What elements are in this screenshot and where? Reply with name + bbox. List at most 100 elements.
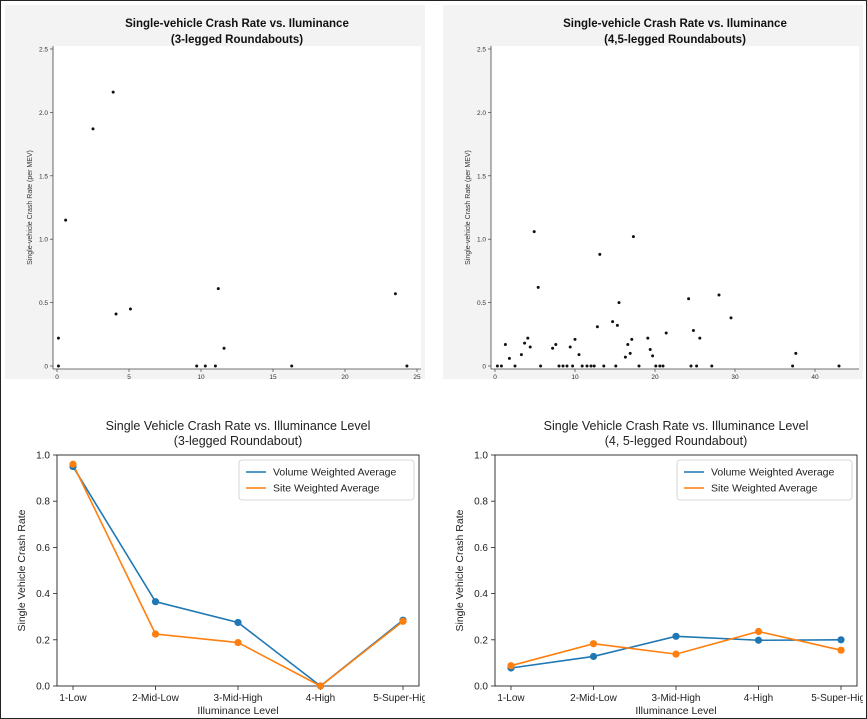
scatter-point bbox=[568, 345, 572, 349]
chart-subtitle: (4,5-legged Roundabouts) bbox=[604, 34, 746, 46]
y-tick-label: 1.5 bbox=[39, 173, 48, 180]
y-tick-label: 1.0 bbox=[474, 451, 488, 462]
series-marker bbox=[316, 682, 325, 690]
legend-box bbox=[676, 459, 853, 501]
y-axis-label: Single Vehicle Crash Rate bbox=[16, 509, 28, 631]
scatter-point bbox=[646, 336, 650, 340]
x-tick-label: 0 bbox=[55, 374, 59, 379]
scatter-point bbox=[499, 364, 503, 368]
scatter-point bbox=[628, 351, 632, 355]
series-marker bbox=[837, 646, 845, 654]
x-tick-label: 10 bbox=[571, 374, 579, 379]
x-tick-label: 2-Mid-Low bbox=[570, 693, 617, 704]
scatter-point bbox=[577, 353, 581, 357]
series-marker bbox=[399, 617, 407, 625]
y-tick-label: 2.5 bbox=[39, 47, 48, 54]
series-marker bbox=[589, 640, 598, 648]
chart-subtitle: (3-legged Roundabout) bbox=[174, 434, 303, 448]
series-marker bbox=[672, 650, 680, 658]
scatter-point bbox=[507, 356, 511, 360]
scatter-point bbox=[791, 364, 795, 368]
x-tick-label: 3-Mid-High bbox=[652, 693, 701, 704]
scatter-panel-4-5-legged: Single-vehicle Crash Rate vs. Iluminance… bbox=[443, 5, 863, 379]
y-tick-label: 2.5 bbox=[477, 47, 486, 54]
scatter-point bbox=[837, 364, 841, 368]
legend: Volume Weighted Average Site Weighted Ave… bbox=[676, 459, 853, 501]
x-tick-label: 20 bbox=[651, 374, 659, 379]
scatter-point bbox=[393, 292, 397, 296]
x-axis-label: Illuminance Level bbox=[635, 705, 716, 716]
scatter-point bbox=[573, 337, 577, 341]
x-tick-label: 4-High bbox=[744, 693, 773, 704]
scatter-point bbox=[565, 364, 569, 368]
scatter-chart-svg: Single-vehicle Crash Rate vs. Iluminance… bbox=[5, 5, 425, 379]
scatter-point bbox=[56, 336, 60, 340]
chart-background bbox=[5, 403, 425, 716]
scatter-point bbox=[611, 320, 615, 324]
y-tick-label: 0.5 bbox=[477, 300, 486, 307]
legend-label: Volume Weighted Average bbox=[711, 467, 835, 479]
scatter-point bbox=[651, 354, 655, 358]
chart-subtitle: (4, 5-legged Roundabout) bbox=[605, 434, 747, 448]
scatter-point bbox=[664, 331, 668, 335]
x-tick-label: 3-Mid-High bbox=[214, 693, 263, 704]
scatter-point bbox=[114, 312, 118, 316]
x-tick-label: 15 bbox=[269, 374, 277, 379]
scatter-point bbox=[658, 364, 662, 368]
scatter-point bbox=[532, 230, 536, 234]
scatter-point bbox=[203, 364, 207, 368]
y-tick-label: 0.0 bbox=[474, 682, 488, 693]
scatter-point bbox=[561, 364, 565, 368]
series-marker bbox=[234, 638, 242, 647]
y-tick-label: 0.2 bbox=[474, 635, 488, 646]
y-tick-label: 0.2 bbox=[36, 635, 50, 646]
scatter-point bbox=[56, 364, 60, 368]
scatter-chart-svg: Single-vehicle Crash Rate vs. Iluminance… bbox=[443, 5, 863, 379]
scatter-point bbox=[91, 127, 95, 131]
chart-title: Single Vehicle Crash Rate vs. Illuminanc… bbox=[106, 419, 371, 433]
scatter-point bbox=[519, 353, 523, 357]
legend-label: Site Weighted Average bbox=[711, 483, 818, 495]
x-tick-label: 10 bbox=[197, 374, 205, 379]
scatter-point bbox=[729, 316, 733, 320]
x-tick-label: 40 bbox=[811, 374, 819, 379]
chart-background bbox=[443, 403, 863, 716]
x-tick-label: 1-Low bbox=[59, 693, 87, 704]
scatter-point bbox=[637, 364, 641, 368]
chart-subtitle: (3-legged Roundabouts) bbox=[171, 34, 303, 46]
scatter-point bbox=[592, 364, 596, 368]
x-tick-label: 2-Mid-Low bbox=[132, 693, 179, 704]
y-axis-label: Single Vehicle Crash Rate bbox=[454, 509, 466, 631]
scatter-point bbox=[654, 364, 658, 368]
series-marker bbox=[837, 636, 845, 644]
scatter-point bbox=[623, 355, 627, 359]
y-tick-label: 0.8 bbox=[474, 497, 488, 508]
scatter-point bbox=[503, 342, 507, 346]
scatter-point bbox=[710, 364, 714, 368]
scatter-point bbox=[128, 307, 132, 311]
scatter-point bbox=[213, 364, 217, 368]
scatter-point bbox=[698, 336, 702, 340]
y-tick-label: 2.0 bbox=[477, 110, 486, 117]
scatter-point bbox=[598, 252, 602, 256]
line-panel-3-legged: Single Vehicle Crash Rate vs. Illuminanc… bbox=[5, 403, 425, 716]
y-tick-label: 0.5 bbox=[39, 300, 48, 307]
scatter-point bbox=[630, 337, 634, 341]
scatter-point bbox=[551, 346, 555, 350]
scatter-panel-3-legged: Single-vehicle Crash Rate vs. Iluminance… bbox=[5, 5, 425, 379]
scatter-point bbox=[589, 364, 593, 368]
scatter-point bbox=[617, 301, 621, 305]
chart-title: Single-vehicle Crash Rate vs. Iluminance bbox=[125, 18, 349, 30]
scatter-point bbox=[528, 345, 532, 349]
x-tick-label: 30 bbox=[731, 374, 739, 379]
scatter-point bbox=[111, 90, 115, 94]
scatter-point bbox=[405, 364, 409, 368]
scatter-point bbox=[526, 336, 530, 340]
x-tick-label: 5-Super-High bbox=[811, 693, 863, 704]
scatter-point bbox=[626, 342, 630, 346]
x-tick-label: 0 bbox=[493, 374, 497, 379]
scatter-point bbox=[539, 364, 543, 368]
y-tick-label: 0 bbox=[482, 364, 486, 371]
y-tick-label: 1.0 bbox=[39, 237, 48, 244]
